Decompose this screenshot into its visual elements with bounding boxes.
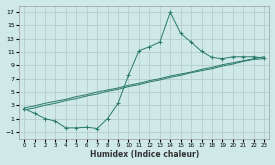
X-axis label: Humidex (Indice chaleur): Humidex (Indice chaleur): [90, 150, 199, 159]
